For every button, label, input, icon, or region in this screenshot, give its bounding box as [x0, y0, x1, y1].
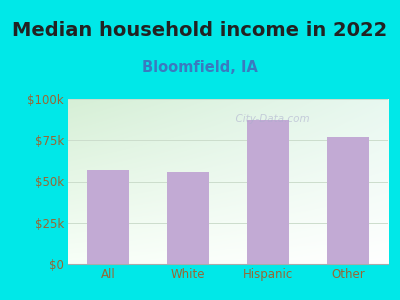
Text: Bloomfield, IA: Bloomfield, IA: [142, 60, 258, 75]
Bar: [87, 170, 129, 264]
Text: Median household income in 2022: Median household income in 2022: [12, 21, 388, 40]
Text: City-Data.com: City-Data.com: [229, 114, 310, 124]
Bar: [327, 137, 369, 264]
Bar: [247, 120, 289, 264]
Bar: [167, 172, 209, 264]
